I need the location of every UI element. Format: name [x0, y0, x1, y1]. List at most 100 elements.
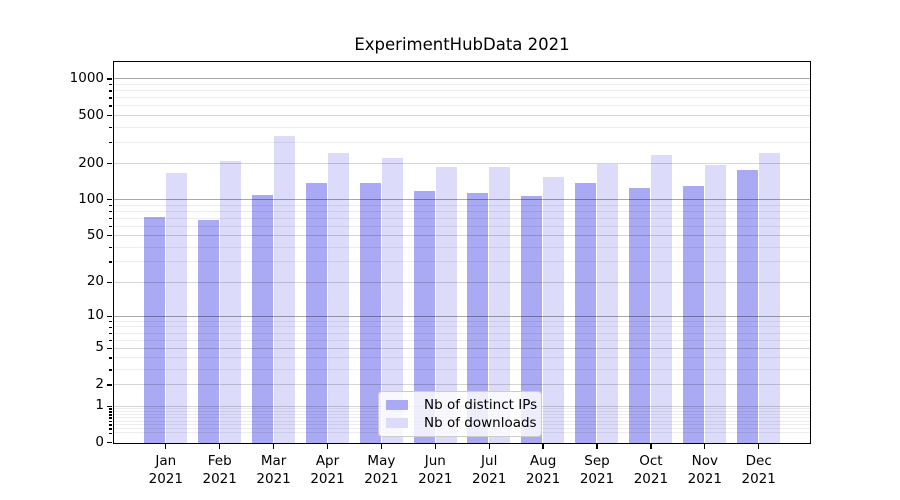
gridline [114, 320, 810, 322]
bar-ips-apr [305, 182, 327, 443]
x-tick-label: Sep 2021 [565, 452, 629, 488]
y-minor-tick-mark [109, 90, 112, 92]
y-minor-tick-mark [109, 369, 112, 371]
y-tick-label: 5 [95, 339, 104, 356]
x-tick-month: Oct [639, 453, 663, 469]
legend-label: Nb of distinct IPs [424, 397, 538, 413]
bar-ips-dec [736, 169, 758, 443]
x-tick-month: Nov [691, 453, 718, 469]
bar-downloads-mar [273, 136, 295, 443]
y-minor-tick-mark [109, 204, 112, 207]
y-minor-tick-mark [109, 414, 112, 416]
y-minor-tick-mark [109, 417, 112, 419]
bar-ips-may [359, 182, 381, 443]
y-minor-tick-mark [109, 141, 112, 144]
gridline [114, 114, 810, 116]
gridline [114, 369, 810, 371]
y-minor-tick-mark [109, 357, 112, 359]
gridline [114, 261, 810, 263]
y-tick-label: 1 [95, 397, 104, 414]
y-minor-tick-mark [109, 321, 112, 323]
bar-ips-feb [197, 220, 219, 443]
bar-downloads-oct [651, 155, 673, 443]
gridline [114, 90, 810, 92]
bar-ips-jun [413, 191, 435, 443]
bar-ips-nov [683, 185, 704, 443]
x-tick-month: Sep [584, 453, 610, 469]
y-tick-mark [107, 281, 112, 284]
y-minor-tick-mark [109, 424, 112, 426]
bar-downloads-may [381, 158, 403, 443]
bar-downloads-aug [543, 176, 565, 443]
bars-layer [114, 62, 810, 443]
x-tick-label: Oct 2021 [619, 452, 683, 488]
y-tick-mark [107, 315, 112, 318]
y-minor-tick-mark [109, 126, 112, 129]
x-tick-label: Mar 2021 [242, 452, 306, 488]
gridline [114, 204, 810, 206]
x-tick-year: 2021 [633, 471, 669, 487]
x-tick-mark [219, 444, 221, 449]
gridline [114, 339, 810, 341]
bar-ips-sep [575, 182, 597, 443]
y-tick-label: 10 [86, 307, 104, 324]
y-tick-mark [107, 442, 112, 444]
gridline [114, 199, 810, 201]
legend-entry-ips: Nb of distinct IPs [386, 397, 537, 413]
x-tick-label: Feb 2021 [188, 452, 252, 488]
gridline [114, 315, 810, 317]
x-tick-year: 2021 [256, 471, 291, 487]
x-tick-mark [704, 444, 706, 449]
x-tick-month: Dec [745, 453, 772, 469]
y-tick-label: 200 [78, 154, 104, 171]
x-tick-mark [758, 444, 760, 449]
bar-downloads-jun [435, 166, 457, 443]
y-tick-label: 50 [86, 226, 104, 243]
y-tick-label: 1000 [69, 70, 104, 87]
gridline [114, 217, 810, 219]
gridline [114, 225, 810, 227]
x-tick-year: 2021 [741, 471, 776, 487]
chart-title: ExperimentHubData 2021 [354, 35, 570, 54]
y-minor-tick-mark [109, 420, 112, 423]
x-tick-year: 2021 [472, 471, 507, 487]
gridline [114, 83, 810, 85]
bar-ips-oct [629, 188, 651, 443]
y-tick-mark [107, 405, 112, 407]
y-tick-mark [107, 235, 112, 237]
y-tick-mark [107, 162, 112, 165]
bar-downloads-nov [705, 165, 726, 443]
gridline [114, 162, 810, 164]
x-tick-mark [650, 444, 652, 449]
gridline [114, 78, 810, 80]
x-tick-label: Nov 2021 [673, 452, 737, 488]
x-tick-month: Jul [481, 453, 498, 469]
y-minor-tick-mark [109, 411, 112, 413]
y-tick-label: 20 [86, 273, 104, 290]
x-tick-mark [542, 444, 544, 449]
y-minor-tick-mark [109, 332, 112, 335]
x-tick-mark [165, 444, 167, 449]
gridline [114, 235, 810, 237]
x-tick-mark [326, 444, 329, 449]
x-tick-label: Dec 2021 [727, 452, 791, 488]
y-minor-tick-mark [109, 210, 112, 213]
y-tick-mark [107, 199, 112, 201]
x-tick-month: Aug [529, 453, 557, 469]
bar-ips-jul [467, 192, 489, 443]
x-tick-mark [488, 444, 490, 449]
y-tick-label: 500 [78, 106, 104, 123]
y-minor-tick-mark [109, 339, 112, 342]
x-tick-year: 2021 [364, 471, 399, 487]
x-tick-year: 2021 [310, 471, 345, 487]
bar-ips-mar [251, 194, 273, 443]
y-minor-tick-mark [109, 428, 112, 430]
y-tick-label: 100 [78, 190, 104, 207]
gridline [114, 141, 810, 143]
legend-entry-downloads: Nb of downloads [386, 415, 537, 431]
gridline [114, 357, 810, 359]
legend-swatch-ips [386, 400, 408, 410]
x-tick-month: Jan [155, 453, 177, 469]
x-tick-label: Jul 2021 [457, 452, 521, 488]
